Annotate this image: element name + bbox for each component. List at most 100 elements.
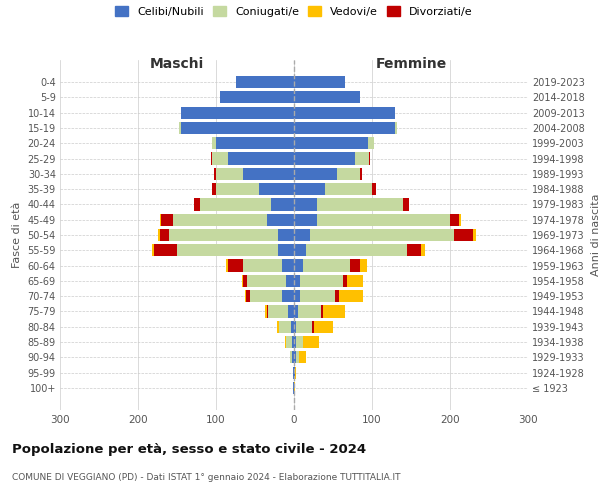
Bar bbox=[295, 366, 296, 379]
Bar bbox=[403, 198, 409, 210]
Bar bbox=[294, 352, 296, 364]
Bar bbox=[360, 168, 362, 180]
Bar bbox=[294, 76, 344, 88]
Bar bbox=[281, 290, 294, 302]
Text: COMUNE DI VEGGIANO (PD) - Dati ISTAT 1° gennaio 2024 - Elaborazione TUTTITALIA.I: COMUNE DI VEGGIANO (PD) - Dati ISTAT 1° … bbox=[12, 472, 401, 482]
Bar bbox=[212, 137, 216, 149]
Bar bbox=[161, 214, 173, 226]
Bar bbox=[278, 229, 294, 241]
Bar bbox=[152, 244, 154, 256]
Bar bbox=[339, 290, 362, 302]
Bar bbox=[294, 275, 300, 287]
Bar bbox=[212, 183, 216, 195]
Bar bbox=[294, 122, 395, 134]
Bar bbox=[177, 244, 278, 256]
Bar bbox=[290, 352, 292, 364]
Bar bbox=[304, 260, 350, 272]
Bar bbox=[372, 183, 376, 195]
Bar bbox=[294, 290, 300, 302]
Bar bbox=[291, 320, 294, 333]
Bar bbox=[300, 290, 335, 302]
Bar bbox=[306, 244, 407, 256]
Bar bbox=[294, 336, 296, 348]
Bar bbox=[181, 122, 294, 134]
Bar bbox=[293, 366, 294, 379]
Bar bbox=[158, 229, 160, 241]
Bar bbox=[317, 214, 450, 226]
Bar bbox=[335, 290, 339, 302]
Bar bbox=[160, 229, 169, 241]
Bar bbox=[294, 260, 304, 272]
Bar bbox=[216, 137, 294, 149]
Bar bbox=[245, 290, 247, 302]
Bar bbox=[194, 198, 200, 210]
Bar bbox=[247, 275, 286, 287]
Bar bbox=[292, 352, 294, 364]
Bar bbox=[473, 229, 476, 241]
Bar bbox=[169, 229, 278, 241]
Bar bbox=[294, 214, 317, 226]
Bar bbox=[286, 275, 294, 287]
Bar bbox=[343, 275, 347, 287]
Bar bbox=[266, 214, 294, 226]
Bar bbox=[450, 214, 460, 226]
Bar bbox=[181, 106, 294, 118]
Bar bbox=[293, 382, 294, 394]
Bar bbox=[214, 168, 216, 180]
Bar bbox=[228, 260, 244, 272]
Bar bbox=[296, 336, 304, 348]
Bar bbox=[312, 320, 314, 333]
Bar bbox=[160, 214, 161, 226]
Bar bbox=[268, 306, 288, 318]
Bar bbox=[294, 229, 310, 241]
Bar bbox=[298, 306, 322, 318]
Bar bbox=[350, 260, 359, 272]
Bar bbox=[179, 122, 181, 134]
Bar bbox=[154, 244, 177, 256]
Bar bbox=[244, 168, 294, 180]
Bar bbox=[294, 382, 295, 394]
Bar bbox=[292, 336, 294, 348]
Bar bbox=[337, 168, 360, 180]
Bar bbox=[271, 198, 294, 210]
Bar bbox=[296, 352, 299, 364]
Bar bbox=[294, 183, 325, 195]
Bar bbox=[294, 306, 298, 318]
Bar bbox=[211, 152, 212, 164]
Bar bbox=[317, 198, 403, 210]
Bar bbox=[259, 183, 294, 195]
Bar bbox=[299, 352, 306, 364]
Y-axis label: Anni di nascita: Anni di nascita bbox=[590, 194, 600, 276]
Bar bbox=[286, 336, 292, 348]
Bar bbox=[220, 91, 294, 104]
Bar bbox=[395, 122, 397, 134]
Bar bbox=[300, 275, 343, 287]
Bar bbox=[279, 320, 291, 333]
Bar bbox=[294, 244, 306, 256]
Bar bbox=[294, 320, 296, 333]
Bar bbox=[242, 275, 244, 287]
Bar bbox=[325, 183, 372, 195]
Bar bbox=[244, 260, 283, 272]
Bar bbox=[407, 244, 421, 256]
Bar bbox=[460, 214, 461, 226]
Bar bbox=[294, 91, 360, 104]
Bar bbox=[294, 137, 368, 149]
Bar bbox=[216, 183, 259, 195]
Y-axis label: Fasce di età: Fasce di età bbox=[12, 202, 22, 268]
Bar bbox=[250, 290, 281, 302]
Bar bbox=[369, 152, 370, 164]
Bar bbox=[173, 214, 266, 226]
Legend: Celibi/Nubili, Coniugati/e, Vedovi/e, Divorziati/e: Celibi/Nubili, Coniugati/e, Vedovi/e, Di… bbox=[115, 6, 473, 17]
Bar bbox=[283, 260, 294, 272]
Bar bbox=[228, 152, 294, 164]
Bar bbox=[226, 260, 228, 272]
Bar bbox=[266, 306, 268, 318]
Text: Popolazione per età, sesso e stato civile - 2024: Popolazione per età, sesso e stato civil… bbox=[12, 442, 366, 456]
Bar bbox=[265, 306, 266, 318]
Bar bbox=[200, 198, 271, 210]
Bar bbox=[359, 260, 367, 272]
Bar bbox=[296, 320, 312, 333]
Bar bbox=[294, 366, 295, 379]
Bar bbox=[216, 168, 244, 180]
